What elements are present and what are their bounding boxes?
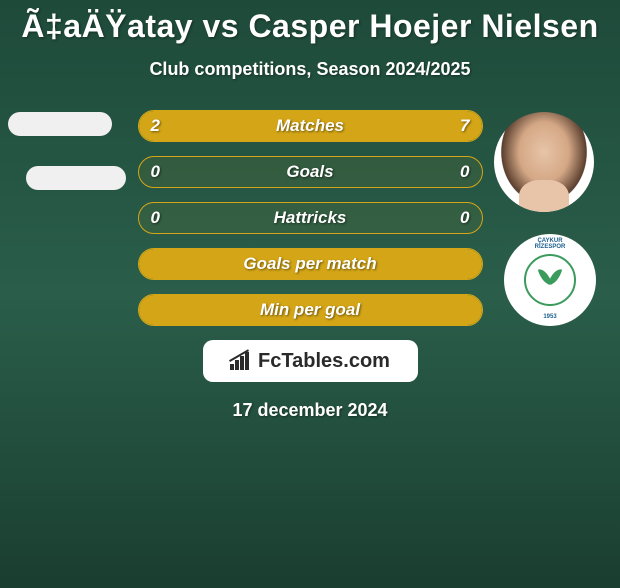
player-left-avatar — [8, 112, 112, 136]
stat-row: 00Goals — [138, 156, 483, 188]
stat-label: Matches — [139, 116, 482, 136]
stat-row: 27Matches — [138, 110, 483, 142]
leaf-icon — [540, 268, 560, 292]
stat-row: Goals per match — [138, 248, 483, 280]
stat-label: Hattricks — [139, 208, 482, 228]
stat-row: 00Hattricks — [138, 202, 483, 234]
stat-row: Min per goal — [138, 294, 483, 326]
brand-text: FcTables.com — [258, 350, 390, 373]
stat-label: Min per goal — [139, 300, 482, 320]
subtitle: Club competitions, Season 2024/2025 — [0, 59, 620, 80]
chart-icon — [230, 352, 252, 370]
right-player-column: ÇAYKUR RİZESPOR 1953 — [494, 110, 604, 326]
player-right-avatar — [494, 112, 594, 212]
page-title: Ã‡aÄŸatay vs Casper Hoejer Nielsen — [0, 8, 620, 45]
team-left-logo — [26, 166, 126, 190]
stat-label: Goals per match — [139, 254, 482, 274]
stat-label: Goals — [139, 162, 482, 182]
date-label: 17 december 2024 — [0, 400, 620, 421]
team-right-logo: ÇAYKUR RİZESPOR 1953 — [504, 234, 596, 326]
left-player-column — [8, 110, 123, 190]
stat-bars: 27Matches 00Goals 00Hattricks Goals per mat… — [138, 110, 483, 326]
brand-badge[interactable]: FcTables.com — [203, 340, 418, 382]
